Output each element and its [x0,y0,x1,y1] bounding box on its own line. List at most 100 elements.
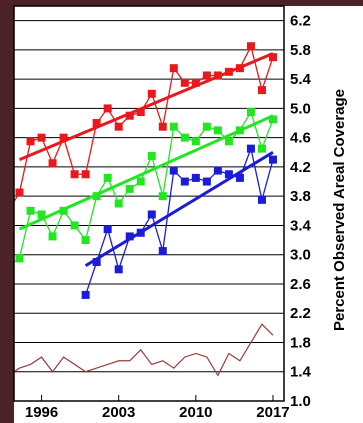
data-point [202,177,211,186]
data-point [147,210,156,219]
trend-line [84,151,274,267]
data-point [268,155,277,164]
data-point [81,236,90,245]
data-point [180,78,189,87]
data-point [257,144,266,153]
data-point [202,122,211,131]
data-point [180,177,189,186]
y-tick-label: 4.2 [290,159,311,176]
data-point [26,137,35,146]
data-point [147,151,156,160]
y-axis-label: Percent Observed Areal Coverage [331,89,348,331]
x-tick-label: 2003 [102,404,135,421]
series-line [14,323,274,377]
data-point [257,195,266,204]
y-tick-label: 3.8 [290,188,311,205]
data-point [257,86,266,95]
x-tick-label: 1996 [25,404,58,421]
data-point [213,166,222,175]
data-point [81,290,90,299]
plot-border [13,5,285,402]
data-point [15,188,24,197]
data-point [235,126,244,135]
series-1 [4,108,277,270]
series-layer [4,42,277,377]
data-point [81,170,90,179]
data-point [26,206,35,215]
data-point [180,133,189,142]
y-tick-label: 5.4 [290,71,312,88]
data-point [37,133,46,142]
data-point [136,177,145,186]
data-point [246,108,255,117]
data-point [59,206,68,215]
data-point [158,192,167,201]
data-point [114,199,123,208]
x-tick-label: 2010 [179,404,212,421]
y-tick-label: 6.2 [290,13,311,30]
data-point [268,53,277,62]
series-0 [4,42,277,215]
data-point [48,232,57,241]
data-point [37,210,46,219]
series-line [85,146,274,296]
data-point [92,258,101,267]
data-point [125,111,134,120]
data-point [169,122,178,131]
y-tick-label: 2.2 [290,305,311,322]
data-point [246,42,255,51]
data-point [224,67,233,76]
data-point [169,166,178,175]
data-point [4,262,12,270]
data-point [92,119,101,128]
data-point [59,133,68,142]
data-point [191,78,200,87]
data-point [158,247,167,256]
y-tick-label: 2.6 [290,276,311,293]
data-point [213,126,222,135]
data-point [4,207,12,215]
y-tick-label: 5.0 [290,100,311,117]
data-point [103,104,112,113]
data-point [246,144,255,153]
data-point [136,228,145,237]
data-point [202,71,211,80]
data-point [70,170,79,179]
y-tick-label: 4.6 [290,130,311,147]
data-point [235,64,244,73]
data-point [224,137,233,146]
data-point [114,122,123,131]
bottom-panel [14,401,363,423]
data-point [213,71,222,80]
y-tick-label: 3.4 [290,217,312,234]
data-point [191,173,200,182]
y-tick-label: 1.0 [290,393,311,410]
data-point [235,173,244,182]
data-point [103,173,112,182]
data-point [191,137,200,146]
chart-panel [284,6,363,423]
data-point [92,192,101,201]
data-point [136,108,145,117]
data-point [70,221,79,230]
data-point [114,265,123,274]
data-point [48,159,57,168]
data-point [169,64,178,73]
data-point [224,170,233,179]
data-point [158,122,167,131]
x-tick-labels: 1996 2003 2010 2017 [25,404,290,421]
data-point [268,115,277,124]
data-point [103,225,112,234]
data-point [15,254,24,263]
y-tick-label: 1.4 [290,364,312,381]
data-point [147,89,156,98]
series-3 [14,323,274,377]
series-2 [81,144,277,299]
y-tick-label: 5.8 [290,42,311,59]
y-tick-label: 1.8 [290,334,311,351]
x-tick-label: 2017 [256,404,289,421]
data-point [125,184,134,193]
y-tick-labels: 1.0 1.4 1.8 2.2 2.6 3.0 3.4 3.8 4.2 4.6 5.0 5.4 5.8 6… [290,13,312,410]
